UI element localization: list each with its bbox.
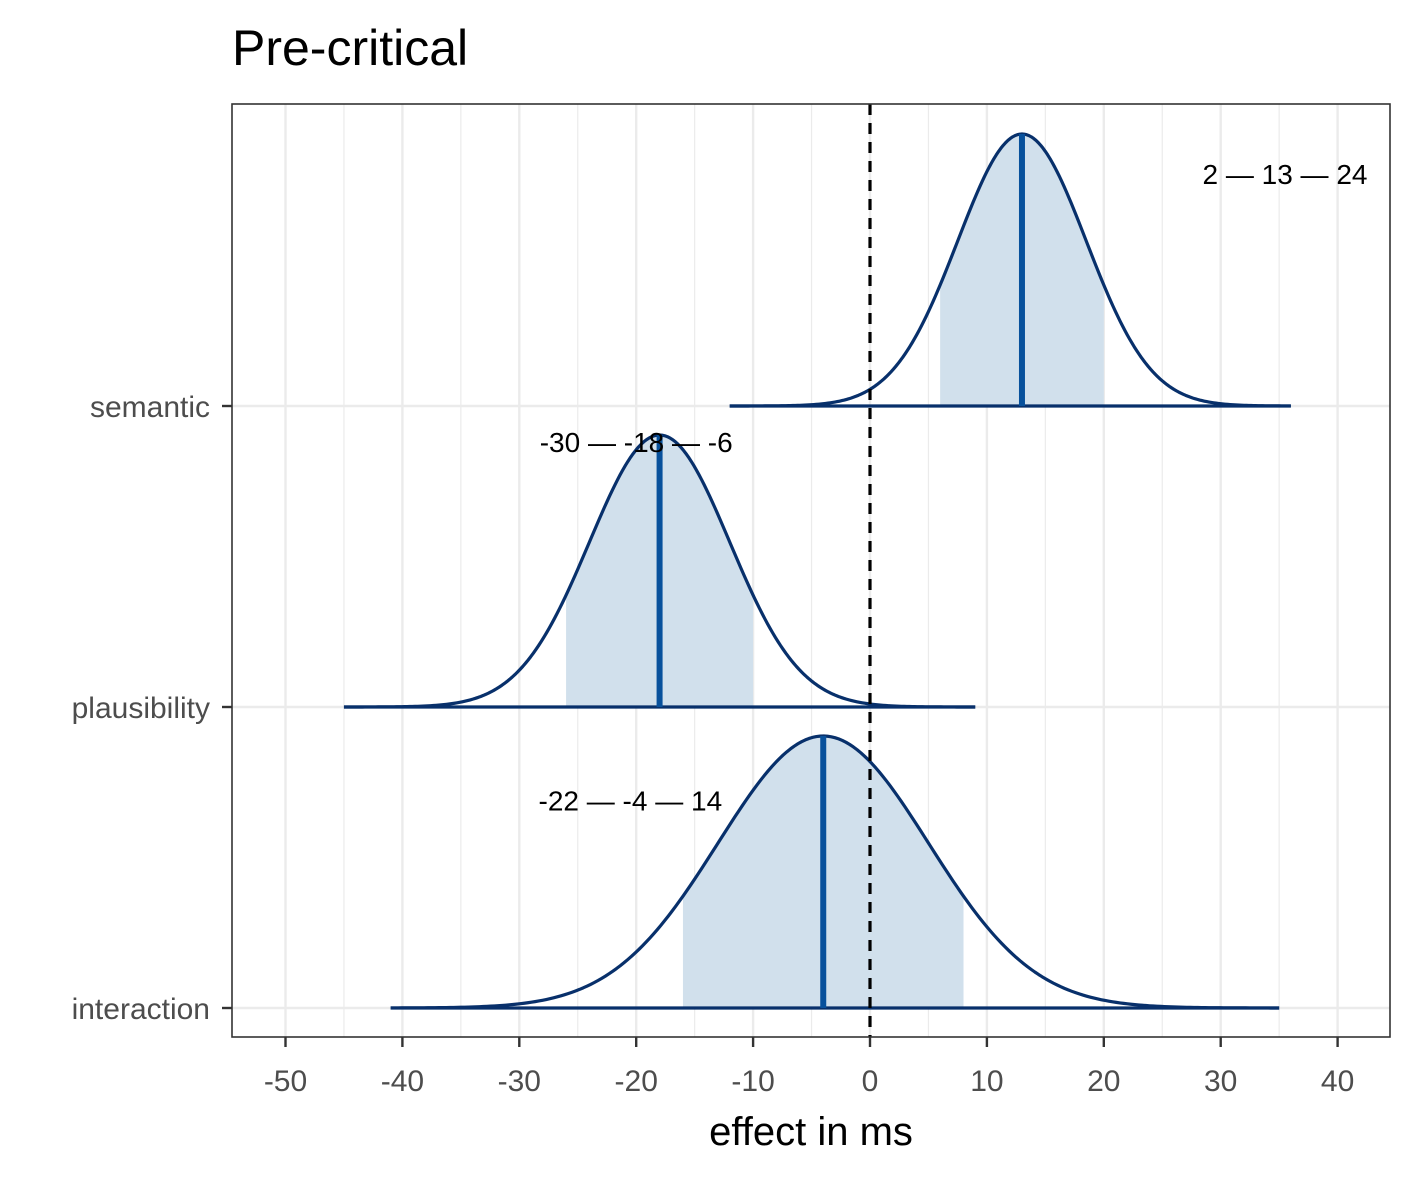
density-outline-semantic [729, 132, 1291, 408]
x-tick-label: -40 [381, 1065, 424, 1098]
panel-border [231, 103, 1391, 1038]
x-tick-label: 40 [1321, 1065, 1354, 1098]
density-layer [343, 132, 1291, 1010]
x-tick-label: 20 [1087, 1065, 1120, 1098]
x-tick-label: 0 [862, 1065, 879, 1098]
x-tick-label: 10 [970, 1065, 1003, 1098]
y-tick-label-plausibility: plausibility [72, 692, 210, 725]
annotation-plausibility: -30 — -18 — -6 [540, 427, 733, 458]
x-tick-label: -10 [731, 1065, 774, 1098]
axis-layer: -50 -40 -30 -20 -10 0 10 20 30 40 semantic plausibi… [72, 103, 1391, 1098]
x-axis-title: effect in ms [709, 1110, 913, 1154]
annotation-layer: 2 — 13 — 24 -30 — -18 — -6 -22 — -4 — 14 [539, 159, 1368, 816]
annotation-interaction: -22 — -4 — 14 [539, 785, 723, 816]
chart-title: Pre-critical [232, 20, 468, 76]
x-tick-label: 30 [1204, 1065, 1237, 1098]
annotation-semantic: 2 — 13 — 24 [1203, 159, 1368, 190]
x-tick-label: -50 [264, 1065, 307, 1098]
y-tick-label-semantic: semantic [90, 391, 210, 424]
x-tick-label: -30 [498, 1065, 541, 1098]
x-tick-label: -20 [615, 1065, 658, 1098]
density-outline-interaction [390, 734, 1280, 1010]
y-tick-label-interaction: interaction [72, 993, 210, 1026]
